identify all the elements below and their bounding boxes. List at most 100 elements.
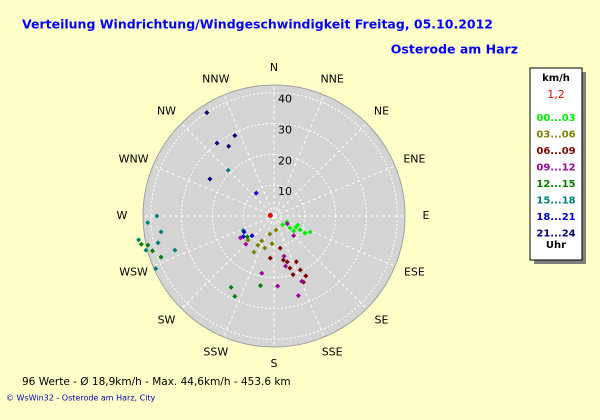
data-point [249,233,255,239]
direction-label: NE [374,104,389,117]
data-point [295,222,301,228]
data-point [207,176,213,182]
direction-label: SE [375,314,389,327]
chart-title: Verteilung Windrichtung/Windgeschwindigk… [22,17,493,32]
data-point [255,242,261,248]
data-point [273,227,279,233]
data-point [158,254,164,260]
legend-entry: 06...09 [536,146,575,157]
data-point [303,273,309,279]
direction-label: ESE [404,266,425,279]
data-point [225,167,231,173]
data-point [287,265,293,271]
chart-subtitle: Osterode am Harz [391,42,518,57]
direction-label: NW [157,104,176,117]
data-point [257,283,263,289]
data-point [214,140,220,146]
legend-entry: 15...18 [536,196,575,207]
data-point [297,227,303,233]
data-point [251,249,257,255]
direction-label: W [117,209,128,222]
grid-ring [181,123,367,309]
direction-label: WSW [119,266,148,279]
data-point [299,278,305,284]
legend-entry: 21...24 [536,229,575,240]
data-point [245,237,251,243]
direction-label: N [270,61,278,74]
data-point [226,143,232,149]
legend-entry: 18...21 [536,212,575,223]
data-point [297,267,303,273]
data-point [267,255,273,261]
r-tick-label: 20 [278,154,292,167]
data-point [232,293,238,299]
direction-label: WNW [119,152,149,165]
spoke [181,123,275,217]
spoke [152,215,275,267]
r-tick-label: 30 [278,124,292,137]
direction-label: ENE [403,152,425,165]
data-point [269,241,275,247]
data-point [291,228,297,234]
current-value: 1,2 [547,88,565,101]
data-point [155,240,161,246]
current-point [267,212,273,218]
data-point [136,237,142,243]
spoke [273,215,396,267]
data-point [280,257,286,263]
legend-entry: 12...15 [536,179,575,190]
data-point [290,272,296,278]
data-point [150,248,156,254]
data-point [158,229,164,235]
spoke [223,215,275,338]
r-tick-label: 40 [278,93,292,106]
direction-label: SW [158,314,176,327]
direction-label: SSE [322,346,343,359]
legend-entry: 09...12 [536,163,575,174]
data-point [302,230,308,236]
grid-ring [242,184,306,248]
direction-label: SSW [203,346,228,359]
data-point [267,231,273,237]
data-point [291,233,297,239]
data-point [244,234,250,240]
data-point [287,225,293,231]
data-point [138,241,144,247]
data-point [280,222,286,228]
data-point [259,270,265,276]
data-point [232,133,238,139]
spoke [273,215,325,338]
spoke [273,123,367,217]
data-point [154,213,160,219]
data-point [284,221,290,227]
spoke [152,165,275,217]
data-point [262,245,268,251]
data-point [228,284,234,290]
data-point [243,241,249,247]
r-tick-label: 10 [278,185,292,198]
data-point [241,229,247,235]
data-point [240,234,246,240]
data-point [307,229,313,235]
footer-stats: 96 Werte - Ø 18,9km/h - Max. 44,6km/h - … [22,376,291,388]
spoke [223,94,275,217]
legend-title: km/h [542,73,570,84]
spoke [273,94,325,217]
spoke [273,165,396,217]
data-point [295,293,301,299]
data-point [253,190,259,196]
legend-entry: 03...06 [536,130,575,141]
data-point [283,263,289,269]
data-point [275,283,281,289]
copyright: © WsWin32 - Osterode am Harz, City [6,394,156,403]
direction-label: NNE [320,72,343,85]
data-point [153,266,159,272]
grid-ring [150,92,398,340]
data-point [143,247,149,253]
data-point [172,247,178,253]
legend-footer: Uhr [546,240,566,251]
spoke [181,215,275,309]
data-point [145,220,151,226]
data-point [284,259,290,265]
